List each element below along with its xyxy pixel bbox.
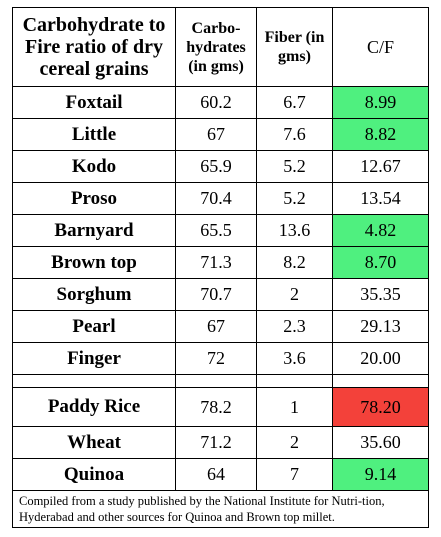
grain-name: Quinoa xyxy=(12,458,176,491)
carbohydrates-value: 65.9 xyxy=(175,150,257,183)
fiber-value: 3.6 xyxy=(256,342,333,375)
carbohydrates-value: 65.5 xyxy=(175,214,257,247)
table-row: Proso 70.4 5.2 13.54 xyxy=(12,182,429,215)
cf-ratio-value: 20.00 xyxy=(332,342,429,375)
cf-ratio-value: 78.20 xyxy=(332,387,429,427)
spacer-cell xyxy=(332,374,429,388)
carbohydrates-value: 70.4 xyxy=(175,182,257,215)
fiber-value: 6.7 xyxy=(256,86,333,119)
table-row: Barnyard 65.5 13.6 4.82 xyxy=(12,214,429,247)
cf-ratio-value: 35.60 xyxy=(332,426,429,459)
table-title: Carbohydrate to Fire ratio of dry cereal… xyxy=(12,7,176,87)
carbohydrates-value: 60.2 xyxy=(175,86,257,119)
cf-ratio-value: 13.54 xyxy=(332,182,429,215)
fiber-value: 13.6 xyxy=(256,214,333,247)
grain-name: Sorghum xyxy=(12,278,176,311)
spacer-cell xyxy=(256,374,333,388)
spacer-cell xyxy=(175,374,257,388)
cf-ratio-value: 29.13 xyxy=(332,310,429,343)
cf-ratio-value: 4.82 xyxy=(332,214,429,247)
table-row: Pearl 67 2.3 29.13 xyxy=(12,310,429,343)
fiber-value: 8.2 xyxy=(256,246,333,279)
grain-name: Barnyard xyxy=(12,214,176,247)
table-row: Brown top 71.3 8.2 8.70 xyxy=(12,246,429,279)
table-row: Wheat 71.2 2 35.60 xyxy=(12,426,429,459)
cf-ratio-value: 12.67 xyxy=(332,150,429,183)
carbohydrates-value: 67 xyxy=(175,118,257,151)
cf-ratio-value: 35.35 xyxy=(332,278,429,311)
grain-name: Foxtail xyxy=(12,86,176,119)
grain-name: Finger xyxy=(12,342,176,375)
table-row: Little 67 7.6 8.82 xyxy=(12,118,429,151)
fiber-value: 2 xyxy=(256,278,333,311)
header-carbohydrates: Carbo-hydrates (in gms) xyxy=(175,7,257,87)
fiber-value: 7.6 xyxy=(256,118,333,151)
carbohydrates-value: 71.3 xyxy=(175,246,257,279)
grain-name: Paddy Rice xyxy=(12,387,176,427)
carbohydrates-value: 72 xyxy=(175,342,257,375)
cf-ratio-value: 8.99 xyxy=(332,86,429,119)
carbohydrates-value: 78.2 xyxy=(175,387,257,427)
carbohydrates-value: 70.7 xyxy=(175,278,257,311)
cereal-ratio-table: Carbohydrate to Fire ratio of dry cereal… xyxy=(12,7,429,528)
cf-ratio-value: 8.70 xyxy=(332,246,429,279)
fiber-value: 2 xyxy=(256,426,333,459)
comparison-rows: Paddy Rice 78.2 1 78.20 Wheat 71.2 2 35.60 Quino… xyxy=(12,387,429,491)
fiber-value: 7 xyxy=(256,458,333,491)
header-row: Carbohydrate to Fire ratio of dry cereal… xyxy=(12,7,429,87)
table-row: Sorghum 70.7 2 35.35 xyxy=(12,278,429,311)
table-row: Finger 72 3.6 20.00 xyxy=(12,342,429,375)
fiber-value: 2.3 xyxy=(256,310,333,343)
grain-name: Kodo xyxy=(12,150,176,183)
table-row: Quinoa 64 7 9.14 xyxy=(12,458,429,491)
grain-name: Pearl xyxy=(12,310,176,343)
header-fiber: Fiber (in gms) xyxy=(256,7,333,87)
grain-rows: Foxtail 60.2 6.7 8.99 Little 67 7.6 8.82 Kodo 65.… xyxy=(12,86,429,375)
footnote: Compiled from a study published by the N… xyxy=(12,490,429,528)
fiber-value: 1 xyxy=(256,387,333,427)
table-row: Kodo 65.9 5.2 12.67 xyxy=(12,150,429,183)
table-row: Foxtail 60.2 6.7 8.99 xyxy=(12,86,429,119)
grain-name: Little xyxy=(12,118,176,151)
spacer-cell xyxy=(12,374,176,388)
cf-ratio-value: 9.14 xyxy=(332,458,429,491)
carbohydrates-value: 67 xyxy=(175,310,257,343)
cf-ratio-value: 8.82 xyxy=(332,118,429,151)
grain-name: Proso xyxy=(12,182,176,215)
header-cf: C/F xyxy=(332,7,429,87)
fiber-value: 5.2 xyxy=(256,182,333,215)
grain-name: Brown top xyxy=(12,246,176,279)
table-row: Paddy Rice 78.2 1 78.20 xyxy=(12,387,429,427)
spacer-row xyxy=(12,374,429,388)
footnote-row: Compiled from a study published by the N… xyxy=(12,490,429,528)
fiber-value: 5.2 xyxy=(256,150,333,183)
carbohydrates-value: 64 xyxy=(175,458,257,491)
grain-name: Wheat xyxy=(12,426,176,459)
carbohydrates-value: 71.2 xyxy=(175,426,257,459)
